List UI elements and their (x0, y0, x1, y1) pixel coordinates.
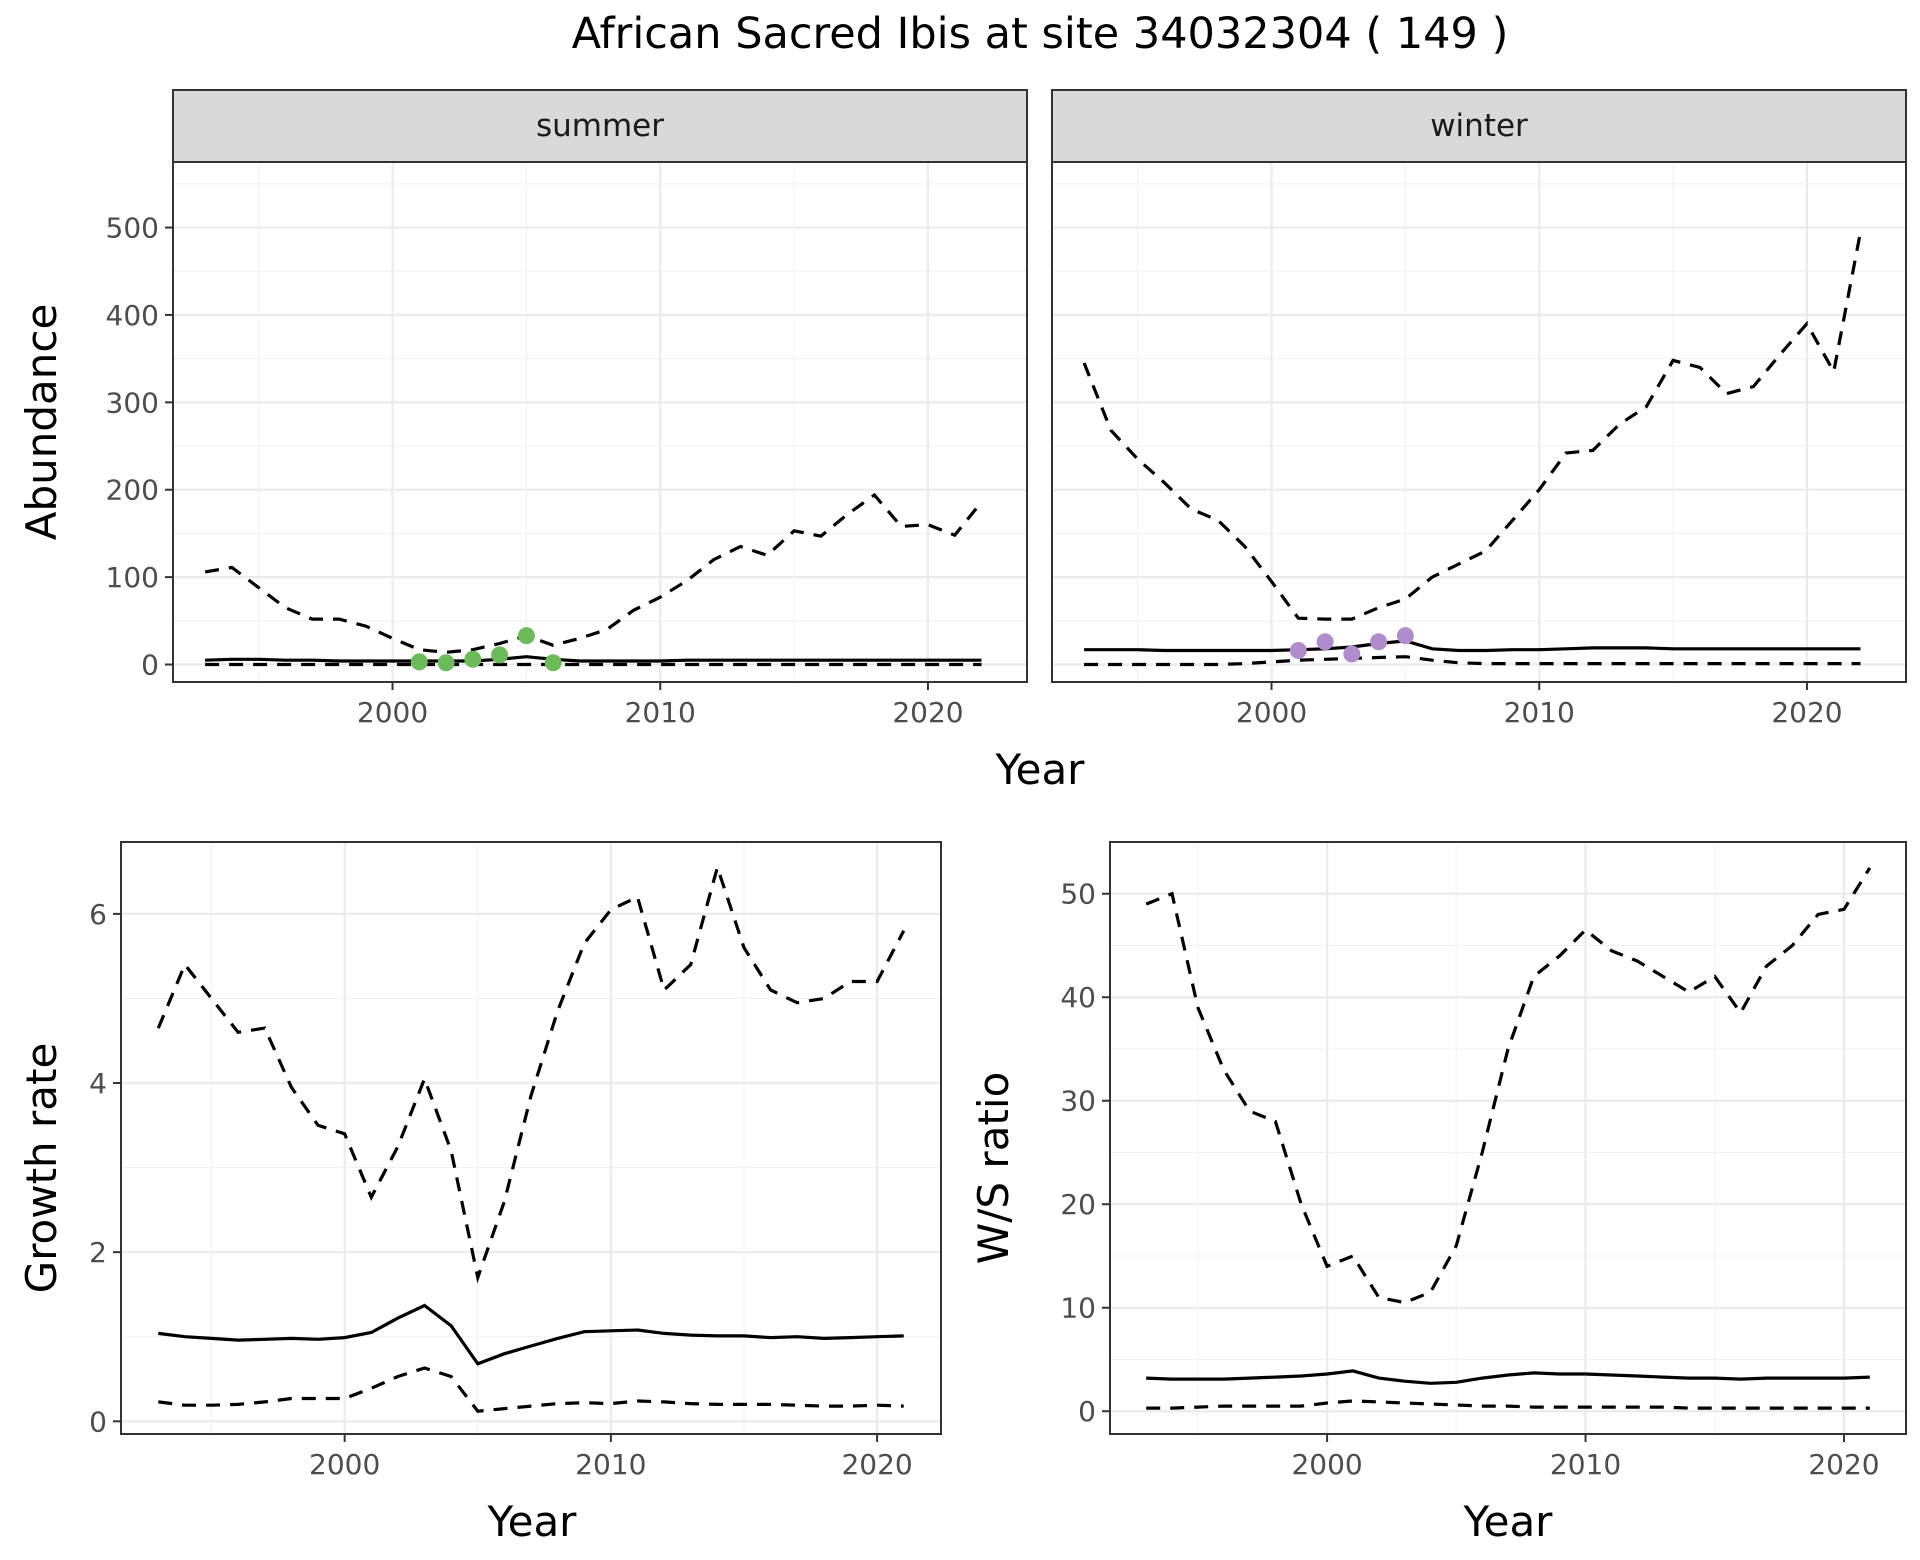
data-point-summer (410, 653, 428, 671)
x-tick-label: 2020 (1808, 1448, 1879, 1481)
data-point-winter (1316, 633, 1334, 651)
x-tick-label: 2020 (841, 1448, 912, 1481)
plot-area-growth-rate: 2000 2010 2020 0 2 4 6 (89, 841, 942, 1481)
y-tick-label: 30 (1060, 1085, 1096, 1118)
panel-ws-ratio: 2000 2010 2020 0 10 20 30 40 50 W/S ratio Year (969, 841, 1907, 1546)
x-tick-label: 2010 (1504, 696, 1575, 729)
series-line-winter-estimate (1084, 639, 1861, 653)
strip-winter (1051, 89, 1907, 163)
panel-border-winter (1051, 161, 1907, 683)
data-point-summer (544, 654, 562, 672)
plot-area-winter: 2000 2010 2020 (1051, 161, 1907, 729)
panel-border-summer (172, 161, 1028, 683)
data-point-summer (464, 650, 482, 668)
y-tick-label: 4 (89, 1067, 107, 1100)
y-axis-title-growth-rate: Growth rate (17, 1043, 66, 1294)
series-line-growth-estimate (158, 1303, 904, 1366)
strip-label-summer: summer (536, 108, 664, 144)
series-line-summer-estimate (205, 655, 982, 663)
data-point-summer (491, 646, 509, 664)
x-axis-title-ws-ratio: Year (1463, 1497, 1554, 1546)
y-tick-label: 500 (106, 212, 159, 245)
x-tick-label: 2020 (892, 696, 963, 729)
x-tick-label: 2020 (1771, 696, 1842, 729)
y-tick-label: 400 (106, 299, 159, 332)
series-line-growth-upper (156, 861, 906, 1284)
series-line-ws-lower (1146, 1399, 1870, 1410)
y-tick-label: 100 (106, 561, 159, 594)
series-line-winter-lower (1084, 655, 1861, 667)
series-line-growth-lower (158, 1366, 904, 1413)
panel-abundance-summer: summer 2000 2010 2020 0 100 200 300 400 500 (106, 89, 1028, 729)
data-point-summer (437, 654, 455, 672)
x-tick-label: 2000 (1236, 696, 1307, 729)
figure-title: African Sacred Ibis at site 34032304 ( 1… (572, 9, 1509, 59)
y-tick-label: 10 (1060, 1292, 1096, 1325)
panel-abundance-winter: winter 2000 2010 2020 (1051, 89, 1907, 729)
y-tick-label: 300 (106, 386, 159, 419)
series-line-summer-upper (204, 492, 983, 654)
y-tick-label: 2 (89, 1236, 107, 1269)
panel-growth-rate: 2000 2010 2020 0 2 4 6 Growth rate Year (17, 841, 942, 1546)
panel-border-growth (120, 841, 942, 1435)
panel-border-ws (1109, 841, 1907, 1435)
series-line-ws-upper (1145, 867, 1872, 1305)
y-axis-title-abundance: Abundance (17, 304, 66, 541)
y-tick-label: 40 (1060, 981, 1096, 1014)
x-tick-label: 2010 (625, 696, 696, 729)
series-line-ws-estimate (1146, 1369, 1870, 1385)
plot-area-summer: 2000 2010 2020 0 100 200 300 400 500 (106, 161, 1028, 729)
y-axis-title-ws-ratio: W/S ratio (969, 1072, 1018, 1265)
data-point-winter (1396, 627, 1414, 645)
top-panels: summer 2000 2010 2020 0 100 200 300 400 500 wint… (17, 89, 1907, 794)
data-point-winter (1370, 633, 1388, 651)
strip-label-winter: winter (1430, 108, 1528, 144)
series-line-winter-upper (1082, 231, 1863, 621)
y-tick-label: 0 (89, 1405, 107, 1438)
data-point-summer (517, 627, 535, 645)
strip-summer (172, 89, 1028, 163)
x-tick-label: 2010 (575, 1448, 646, 1481)
data-point-winter (1289, 642, 1307, 660)
x-tick-label: 2000 (309, 1448, 380, 1481)
x-tick-label: 2010 (1550, 1448, 1621, 1481)
y-tick-label: 20 (1060, 1188, 1096, 1221)
x-tick-label: 2000 (357, 696, 428, 729)
plot-area-ws-ratio: 2000 2010 2020 0 10 20 30 40 50 (1060, 841, 1907, 1481)
x-axis-title-growth-rate: Year (487, 1497, 578, 1546)
y-tick-label: 0 (1078, 1395, 1096, 1428)
x-axis-title-top: Year (995, 745, 1086, 794)
y-tick-label: 6 (89, 898, 107, 931)
y-tick-label: 200 (106, 474, 159, 507)
y-tick-label: 0 (141, 649, 159, 682)
x-tick-label: 2000 (1291, 1448, 1362, 1481)
y-tick-label: 50 (1060, 878, 1096, 911)
data-point-winter (1343, 645, 1361, 663)
